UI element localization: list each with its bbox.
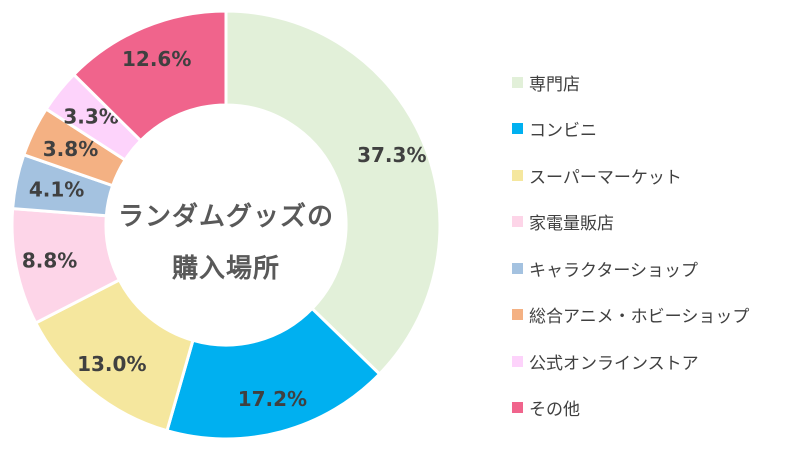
legend-swatch [512, 76, 523, 88]
legend: 専門店 コンビニ スーパーマーケット 家電量販店 キャラクターショップ 総合アニ… [512, 72, 749, 444]
legend-item: キャラクターショップ [512, 258, 749, 281]
legend-label: 専門店 [529, 74, 580, 95]
legend-item: 公式オンラインストア [512, 351, 749, 374]
legend-item: 専門店 [512, 72, 749, 95]
legend-label: スーパーマーケット [529, 167, 682, 188]
legend-label: 家電量販店 [529, 214, 614, 234]
slice-value-label: 3.8% [43, 137, 98, 161]
donut-slice [224, 9, 442, 377]
slice-value-label: 8.8% [22, 249, 77, 273]
legend-swatch [512, 309, 523, 320]
slice-value-label: 13.0% [77, 352, 146, 376]
donut-slice [71, 9, 228, 143]
legend-swatch [512, 123, 523, 134]
legend-swatch [512, 262, 523, 274]
legend-label: その他 [529, 400, 580, 420]
legend-label: キャラクターショップ [529, 260, 698, 281]
legend-swatch [512, 402, 523, 413]
legend-item: その他 [512, 398, 749, 420]
slice-value-label: 12.6% [122, 47, 191, 71]
legend-swatch [512, 355, 523, 367]
slice-value-label: 4.1% [29, 178, 84, 202]
slice-value-label: 37.3% [357, 143, 426, 167]
legend-item: 家電量販店 [512, 212, 749, 234]
donut-chart: 37.3%17.2%13.0%8.8%4.1%3.8%3.3%12.6% [10, 9, 442, 441]
legend-item: スーパーマーケット [512, 165, 749, 188]
legend-label: 公式オンラインストア [529, 353, 699, 374]
legend-item: 総合アニメ・ホビーショップ [512, 305, 750, 327]
center-title-line-1: ランダムグッズの [117, 202, 335, 232]
legend-swatch [512, 216, 523, 227]
center-title-line-2: 購入場所 [171, 254, 281, 284]
legend-label: コンビニ [529, 121, 597, 141]
legend-label: 総合アニメ・ホビーショップ [529, 307, 750, 327]
slice-value-label: 17.2% [238, 387, 307, 411]
legend-item: コンビニ [512, 119, 749, 141]
legend-swatch [512, 169, 523, 181]
